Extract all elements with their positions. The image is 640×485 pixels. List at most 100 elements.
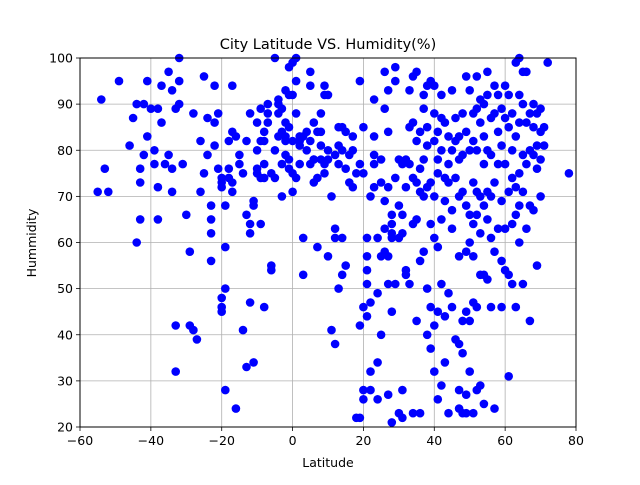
data-point xyxy=(302,146,312,155)
data-point xyxy=(465,210,475,220)
data-point xyxy=(242,136,251,146)
data-point xyxy=(412,215,421,224)
data-point xyxy=(391,62,400,72)
data-point xyxy=(203,113,212,123)
data-point xyxy=(348,132,358,141)
data-point xyxy=(182,210,191,220)
data-point xyxy=(348,182,358,192)
data-point xyxy=(245,109,255,118)
data-point xyxy=(242,362,251,372)
data-point xyxy=(490,81,499,90)
data-point xyxy=(387,210,397,220)
data-point xyxy=(93,187,102,197)
data-point xyxy=(355,76,365,86)
data-point xyxy=(366,298,375,307)
data-point xyxy=(242,210,251,220)
data-point xyxy=(359,385,368,395)
data-point xyxy=(536,104,545,113)
data-point xyxy=(323,155,333,164)
data-point xyxy=(139,99,149,109)
data-point xyxy=(327,325,336,335)
data-point xyxy=(263,109,273,118)
data-point xyxy=(518,150,528,160)
data-point xyxy=(135,178,145,187)
data-point xyxy=(313,173,322,183)
data-point xyxy=(405,279,414,289)
data-point xyxy=(334,284,343,293)
x-tick-label: −60 xyxy=(67,433,93,448)
data-point xyxy=(454,339,464,349)
data-point xyxy=(515,90,524,100)
data-point xyxy=(529,205,538,215)
data-point xyxy=(302,127,312,137)
data-point xyxy=(383,279,393,289)
data-point xyxy=(369,150,379,160)
data-point xyxy=(132,99,141,109)
data-point xyxy=(206,201,216,210)
data-point xyxy=(206,229,216,238)
data-point xyxy=(316,109,326,118)
data-point xyxy=(391,279,400,289)
data-point xyxy=(143,76,152,86)
data-point xyxy=(419,192,429,201)
data-point xyxy=(515,118,524,127)
data-point xyxy=(153,182,163,192)
data-point xyxy=(433,155,443,164)
x-axis-ticks: −60 −40 −20 0 20 40 60 80 xyxy=(67,427,584,448)
data-point xyxy=(362,265,372,275)
data-point xyxy=(465,238,475,247)
data-point xyxy=(196,136,205,146)
data-point xyxy=(405,159,414,169)
data-point xyxy=(281,136,290,146)
data-point xyxy=(245,219,255,229)
x-tick-label: 40 xyxy=(426,433,442,448)
data-point xyxy=(178,159,187,169)
data-point xyxy=(507,146,517,155)
data-point xyxy=(461,72,471,81)
data-point xyxy=(274,95,283,104)
data-point xyxy=(97,95,106,104)
y-tick-label: 100 xyxy=(49,51,73,66)
data-point xyxy=(376,330,386,340)
data-point xyxy=(412,178,421,187)
data-point xyxy=(366,192,375,201)
data-point xyxy=(164,67,173,77)
data-point xyxy=(213,164,223,173)
data-point xyxy=(277,159,287,169)
data-point xyxy=(444,159,453,169)
data-point xyxy=(511,210,521,220)
data-point xyxy=(465,316,475,326)
data-point xyxy=(444,288,453,298)
data-point xyxy=(221,242,230,252)
data-point xyxy=(362,233,372,243)
x-tick-label: 20 xyxy=(355,433,371,448)
data-point xyxy=(150,146,159,155)
data-point xyxy=(206,256,216,266)
data-point xyxy=(369,95,379,104)
data-point xyxy=(497,104,506,113)
data-point xyxy=(422,284,432,293)
data-point xyxy=(320,169,329,178)
data-point xyxy=(504,372,513,381)
data-point xyxy=(486,302,496,312)
data-point xyxy=(515,169,524,178)
data-point xyxy=(490,247,499,256)
data-point xyxy=(507,219,517,229)
data-point xyxy=(525,109,535,118)
data-point xyxy=(469,251,478,261)
data-point xyxy=(291,109,301,118)
data-point xyxy=(454,251,464,261)
data-point xyxy=(135,215,145,224)
data-point xyxy=(437,90,446,100)
data-point xyxy=(500,113,510,123)
data-point xyxy=(504,90,513,100)
data-point xyxy=(504,270,513,280)
data-point xyxy=(228,178,237,187)
data-point xyxy=(369,182,379,192)
data-point xyxy=(504,187,513,197)
data-point xyxy=(320,81,329,90)
data-point xyxy=(284,155,294,164)
data-point xyxy=(430,321,439,330)
data-point xyxy=(174,76,184,86)
data-point xyxy=(522,67,531,77)
